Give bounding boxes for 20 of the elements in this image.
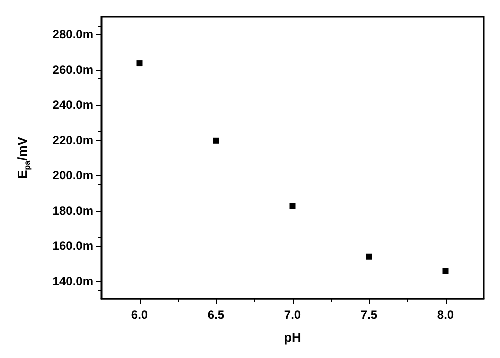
y-tick-label: 220.0m bbox=[52, 133, 94, 148]
x-tick-label: 7.5 bbox=[360, 308, 378, 322]
x-tick-label: 6.5 bbox=[208, 308, 225, 322]
point bbox=[213, 138, 220, 144]
point bbox=[366, 254, 372, 260]
y-tick-label: 160.0m bbox=[52, 239, 94, 254]
y-tick-label: 280.0m bbox=[52, 28, 94, 42]
x-tick-label: 8.0 bbox=[437, 308, 454, 322]
y-tick-label: 140.0m bbox=[52, 274, 94, 288]
point bbox=[442, 268, 449, 274]
x-tick-label: 6.0 bbox=[131, 308, 148, 322]
y-tick-label: 240.0m bbox=[52, 98, 94, 112]
x-tick-label: 7.0 bbox=[284, 308, 302, 322]
y-tick-label: 180.0m bbox=[52, 204, 94, 218]
y-axis-title: Epa/mV bbox=[15, 136, 32, 179]
y-tick-label: 200.0m bbox=[52, 168, 94, 183]
x-axis-title: pH bbox=[284, 330, 302, 345]
point bbox=[290, 203, 296, 210]
y-tick-label: 260.0m bbox=[52, 62, 94, 77]
point bbox=[136, 60, 143, 67]
